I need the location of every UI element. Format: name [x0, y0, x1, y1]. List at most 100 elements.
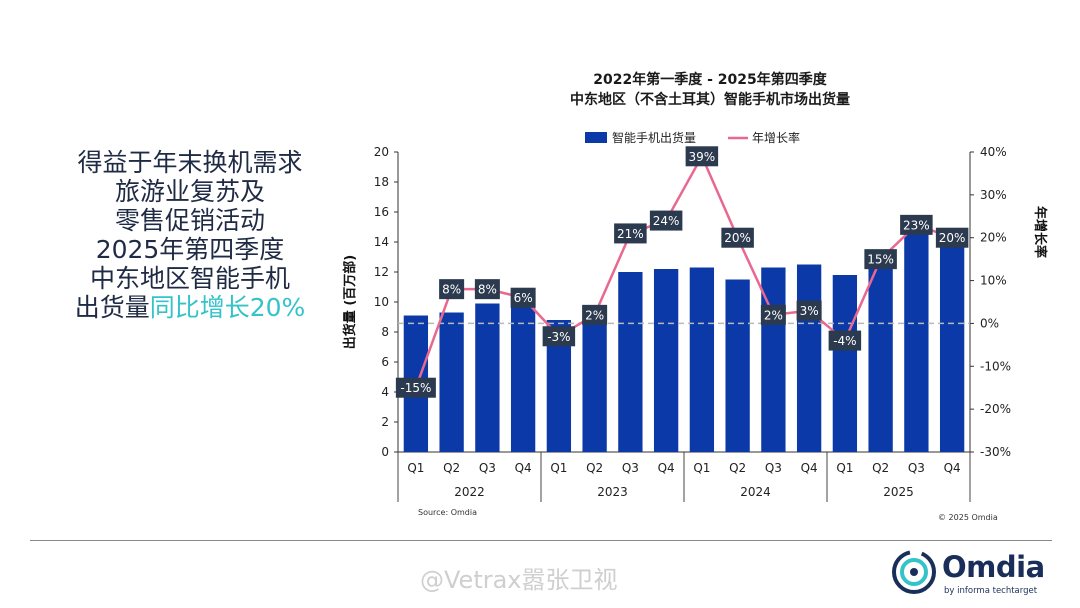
- x-tick-label: Q1: [550, 461, 567, 475]
- growth-label-box: [935, 227, 969, 248]
- bar: [510, 305, 536, 452]
- growth-label: -3%: [547, 330, 570, 344]
- x-tick-label: Q3: [765, 461, 782, 475]
- bar: [582, 309, 607, 452]
- y2-tick-label: 40%: [980, 145, 1007, 159]
- bar: [904, 225, 929, 452]
- x-tick-label: Q4: [944, 461, 961, 475]
- omdia-logo: Omdia by informa techtarget: [890, 548, 1050, 600]
- year-label: 2022: [454, 485, 485, 499]
- growth-label-box: [474, 279, 500, 300]
- bar: [939, 228, 965, 452]
- growth-label: 24%: [653, 214, 680, 228]
- x-tick-label: Q4: [801, 461, 818, 475]
- bar: [618, 272, 643, 452]
- growth-label-box: [649, 210, 683, 231]
- y2-tick-label: 0%: [980, 316, 999, 330]
- legend-swatch-bars: [585, 132, 607, 143]
- y2-tick-label: 10%: [980, 274, 1007, 288]
- headline: 得益于年末换机需求 旅游业复苏及 零售促销活动 2025年第四季度 中东地区智能…: [30, 148, 350, 322]
- growth-label-box: [582, 304, 608, 325]
- chart-title-line-2: 中东地区（不含土耳其）智能手机市场出货量: [570, 92, 850, 108]
- growth-label: -4%: [833, 334, 856, 348]
- x-tick-label: Q1: [407, 461, 424, 475]
- y-tick-label: 10: [374, 295, 389, 309]
- x-tick-label: Q4: [658, 461, 675, 475]
- x-tick-label: Q3: [479, 461, 496, 475]
- bar: [689, 267, 715, 452]
- y-tick-label: 6: [381, 355, 389, 369]
- y-tick-label: 8: [381, 325, 389, 339]
- bar: [796, 264, 822, 452]
- logo-wordmark: Omdia: [942, 550, 1045, 584]
- headline-line-6: 出货量同比增长20%: [30, 293, 350, 322]
- growth-label: 3%: [800, 304, 819, 318]
- growth-label: 20%: [939, 231, 966, 245]
- legend-label-line: 年增长率: [752, 130, 800, 145]
- logo-tagline: by informa techtarget: [944, 586, 1038, 596]
- headline-line-1: 得益于年末换机需求: [77, 148, 303, 177]
- growth-label: 2%: [764, 308, 783, 322]
- x-tick-label: Q2: [586, 461, 603, 475]
- growth-label: 2%: [585, 308, 604, 322]
- y2-tick-label: 30%: [980, 188, 1007, 202]
- growth-label: 8%: [478, 283, 497, 297]
- growth-label: 15%: [867, 253, 894, 267]
- x-tick-label: Q3: [908, 461, 925, 475]
- y-tick-label: 16: [374, 205, 389, 219]
- y2-axis-title: 年增长率: [1032, 206, 1048, 258]
- growth-label-box: [721, 227, 754, 248]
- year-label: 2025: [883, 485, 914, 499]
- y2-tick-label: 20%: [980, 231, 1007, 245]
- bar: [832, 275, 858, 452]
- y-tick-label: 18: [374, 175, 389, 189]
- growth-label-box: [796, 300, 822, 321]
- growth-label-box: [614, 223, 647, 244]
- headline-line-5: 中东地区智能手机: [89, 264, 290, 293]
- growth-label-box: [439, 279, 465, 300]
- legend-label-bars: 智能手机出货量: [612, 130, 696, 145]
- footer-divider: [30, 540, 1052, 541]
- omdia-logo-icon: [892, 550, 936, 594]
- x-tick-label: Q2: [729, 461, 746, 475]
- growth-label-box: [828, 330, 862, 351]
- bar: [868, 255, 893, 452]
- headline-line-4: 2025年第四季度: [95, 235, 285, 264]
- growth-label-box: [760, 304, 786, 325]
- y2-tick-label: -20%: [980, 402, 1011, 416]
- y-tick-label: 12: [374, 265, 389, 279]
- x-tick-label: Q1: [836, 461, 853, 475]
- x-tick-label: Q1: [693, 461, 710, 475]
- x-tick-label: Q2: [443, 461, 460, 475]
- year-label: 2023: [597, 485, 628, 499]
- bar: [653, 269, 679, 452]
- headline-line-2: 旅游业复苏及: [114, 177, 265, 206]
- year-label: 2024: [740, 485, 771, 499]
- x-tick-label: Q4: [515, 461, 532, 475]
- chart-title-line-1: 2022年第一季度 - 2025年第四季度: [593, 72, 827, 88]
- y-tick-label: 0: [381, 445, 389, 459]
- y-tick-label: 4: [381, 385, 389, 399]
- growth-label: -15%: [400, 381, 431, 395]
- y-axis-title: 出货量 (百万部): [342, 255, 358, 349]
- bar: [439, 312, 464, 452]
- growth-label: 8%: [442, 283, 461, 297]
- y-tick-label: 2: [381, 415, 389, 429]
- growth-label-box: [542, 326, 576, 347]
- chart-title: 2022年第一季度 - 2025年第四季度 中东地区（不含土耳其）智能手机市场出…: [480, 70, 940, 110]
- headline-accent: 同比增长20%: [149, 293, 306, 322]
- growth-label-box: [510, 287, 536, 308]
- growth-label-box: [685, 146, 719, 167]
- growth-label: 20%: [724, 231, 751, 245]
- y-tick-label: 20: [374, 145, 389, 159]
- growth-label-box: [900, 214, 933, 235]
- growth-label: 23%: [903, 218, 930, 232]
- x-tick-label: Q3: [622, 461, 639, 475]
- bar: [475, 303, 500, 452]
- watermark: @Vetrax嚣张卫视: [420, 566, 618, 594]
- y-tick-label: 14: [374, 235, 389, 249]
- y2-tick-label: -10%: [980, 359, 1011, 373]
- headline-prefix: 出货量: [74, 293, 150, 322]
- growth-label-box: [395, 377, 436, 398]
- growth-label: 6%: [514, 291, 533, 305]
